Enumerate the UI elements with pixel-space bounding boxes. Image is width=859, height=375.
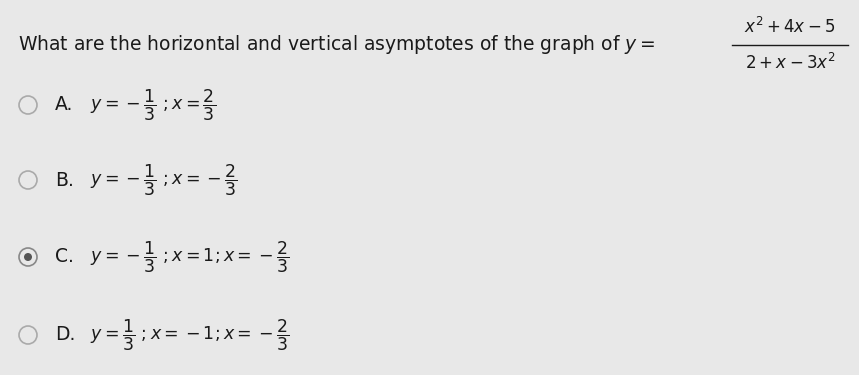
Text: C.: C. bbox=[55, 248, 74, 267]
Text: A.: A. bbox=[55, 96, 73, 114]
Text: $y = -\dfrac{1}{3}$ $; x = 1; x = -\dfrac{2}{3}$: $y = -\dfrac{1}{3}$ $; x = 1; x = -\dfra… bbox=[90, 239, 289, 275]
Text: $y = -\dfrac{1}{3}$ $; x = \dfrac{2}{3}$: $y = -\dfrac{1}{3}$ $; x = \dfrac{2}{3}$ bbox=[90, 87, 216, 123]
Text: B.: B. bbox=[55, 171, 74, 189]
Text: What are the horizontal and vertical asymptotes of the graph of $y =$: What are the horizontal and vertical asy… bbox=[18, 33, 655, 57]
Text: $y = -\dfrac{1}{3}$ $; x = -\dfrac{2}{3}$: $y = -\dfrac{1}{3}$ $; x = -\dfrac{2}{3}… bbox=[90, 162, 237, 198]
Text: $y = \dfrac{1}{3}$ $; x = -1; x = -\dfrac{2}{3}$: $y = \dfrac{1}{3}$ $; x = -1; x = -\dfra… bbox=[90, 317, 289, 353]
Text: D.: D. bbox=[55, 326, 76, 345]
Text: $x^2 + 4x - 5$: $x^2 + 4x - 5$ bbox=[745, 17, 836, 37]
Circle shape bbox=[24, 253, 32, 261]
Text: $2 + x - 3x^2$: $2 + x - 3x^2$ bbox=[745, 53, 835, 73]
